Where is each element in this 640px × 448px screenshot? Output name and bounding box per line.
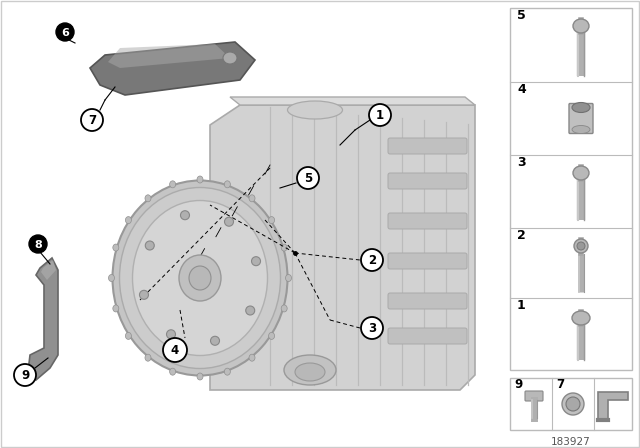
Circle shape	[56, 23, 74, 41]
FancyBboxPatch shape	[510, 8, 632, 370]
Ellipse shape	[281, 305, 287, 312]
Ellipse shape	[145, 195, 151, 202]
Ellipse shape	[225, 217, 234, 226]
Text: 3: 3	[517, 156, 525, 169]
Ellipse shape	[269, 216, 275, 224]
Ellipse shape	[145, 241, 154, 250]
Ellipse shape	[566, 397, 580, 411]
Text: 2: 2	[517, 229, 525, 242]
Text: 6: 6	[61, 27, 69, 38]
Polygon shape	[28, 258, 58, 380]
FancyBboxPatch shape	[510, 378, 632, 430]
Ellipse shape	[577, 242, 585, 250]
Ellipse shape	[197, 373, 203, 380]
Text: 9: 9	[21, 369, 29, 382]
Circle shape	[361, 317, 383, 339]
Ellipse shape	[113, 244, 119, 251]
Polygon shape	[41, 260, 56, 280]
Text: 5: 5	[517, 9, 525, 22]
Ellipse shape	[179, 255, 221, 301]
Text: 3: 3	[368, 322, 376, 335]
Ellipse shape	[166, 330, 175, 339]
FancyBboxPatch shape	[569, 103, 593, 134]
FancyBboxPatch shape	[388, 293, 467, 309]
Circle shape	[297, 167, 319, 189]
Polygon shape	[90, 42, 255, 95]
Ellipse shape	[113, 305, 119, 312]
Ellipse shape	[211, 336, 220, 345]
Ellipse shape	[562, 393, 584, 415]
Ellipse shape	[109, 275, 115, 281]
Ellipse shape	[120, 188, 280, 369]
Ellipse shape	[180, 211, 189, 220]
Text: 7: 7	[556, 378, 564, 391]
Ellipse shape	[295, 363, 325, 381]
Ellipse shape	[246, 306, 255, 315]
Ellipse shape	[190, 220, 250, 285]
Text: 9: 9	[514, 378, 522, 391]
Ellipse shape	[285, 275, 291, 281]
FancyBboxPatch shape	[525, 391, 543, 401]
Ellipse shape	[284, 355, 336, 385]
Text: 8: 8	[34, 240, 42, 250]
Text: 4: 4	[517, 83, 525, 96]
Ellipse shape	[269, 332, 275, 340]
Ellipse shape	[249, 195, 255, 202]
Ellipse shape	[113, 181, 287, 375]
Text: 1: 1	[517, 299, 525, 312]
Ellipse shape	[170, 368, 175, 375]
Text: 4: 4	[171, 344, 179, 357]
Polygon shape	[230, 97, 475, 105]
Circle shape	[29, 235, 47, 253]
Ellipse shape	[249, 354, 255, 361]
Polygon shape	[210, 105, 475, 390]
FancyBboxPatch shape	[388, 328, 467, 344]
Ellipse shape	[252, 257, 260, 266]
Ellipse shape	[572, 125, 590, 134]
Ellipse shape	[132, 201, 268, 356]
Ellipse shape	[125, 216, 131, 224]
Text: 1: 1	[376, 109, 384, 122]
Ellipse shape	[170, 181, 175, 188]
Ellipse shape	[225, 181, 230, 188]
Ellipse shape	[572, 103, 590, 112]
Circle shape	[369, 104, 391, 126]
Ellipse shape	[223, 52, 237, 64]
Ellipse shape	[125, 332, 131, 340]
Text: 183927: 183927	[551, 437, 591, 447]
Ellipse shape	[287, 101, 342, 119]
Circle shape	[14, 364, 36, 386]
Ellipse shape	[145, 354, 151, 361]
Polygon shape	[598, 392, 628, 420]
Text: 7: 7	[88, 114, 96, 127]
Ellipse shape	[572, 311, 590, 325]
Text: 2: 2	[368, 254, 376, 267]
FancyBboxPatch shape	[388, 213, 467, 229]
FancyBboxPatch shape	[388, 173, 467, 189]
Ellipse shape	[225, 368, 230, 375]
Circle shape	[361, 249, 383, 271]
Text: 5: 5	[304, 172, 312, 185]
Ellipse shape	[189, 266, 211, 290]
Ellipse shape	[574, 239, 588, 253]
Ellipse shape	[197, 176, 203, 183]
Ellipse shape	[281, 244, 287, 251]
Ellipse shape	[573, 166, 589, 180]
FancyBboxPatch shape	[388, 138, 467, 154]
Ellipse shape	[140, 290, 148, 299]
Circle shape	[81, 109, 103, 131]
Circle shape	[163, 338, 187, 362]
FancyBboxPatch shape	[388, 253, 467, 269]
Ellipse shape	[573, 19, 589, 33]
Polygon shape	[108, 44, 230, 68]
